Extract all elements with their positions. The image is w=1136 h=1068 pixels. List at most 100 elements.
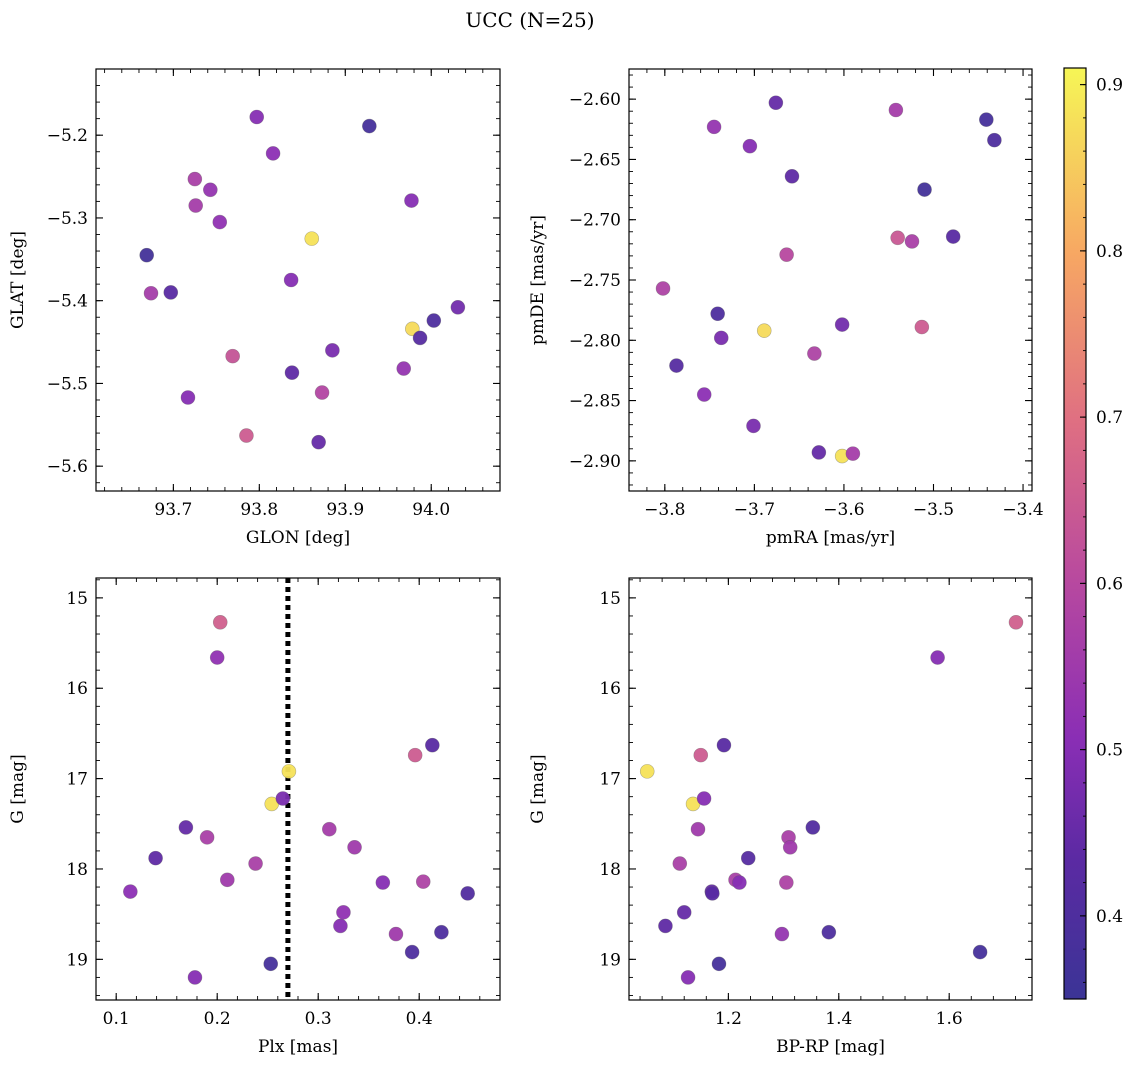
data-point — [845, 446, 861, 461]
x-tick-label: 0.3 — [305, 1009, 332, 1029]
colorbar-tick-label: 0.5 — [1096, 741, 1123, 761]
panel-pm: −3.8 −3.7 −3.6 −3.5 −3.4 −2.60 −2.65 −2.70 −2.75… — [528, 68, 1044, 548]
data-point — [680, 970, 696, 985]
data-point — [333, 918, 348, 934]
y-tick-label: −5.2 — [47, 126, 88, 146]
data-point — [945, 229, 961, 244]
data-point — [178, 820, 194, 835]
data-point — [209, 650, 225, 665]
colorbar-tick-label: 0.7 — [1096, 408, 1123, 428]
data-point — [123, 884, 138, 899]
data-point — [325, 343, 340, 358]
data-point — [746, 418, 761, 434]
data-point — [249, 109, 265, 125]
data-point — [284, 365, 300, 380]
data-point — [987, 132, 1002, 148]
panel-glon_glat: 93.7 93.8 93.9 94.0 −5.2 −5.3 −5.4 −5.5 −5.6 GLON… — [8, 68, 501, 548]
data-point — [658, 918, 673, 934]
colorbar-tick-label: 0.9 — [1096, 76, 1123, 96]
y-tick-label: −2.85 — [569, 392, 621, 412]
colorbar: 0.4 0.5 0.6 0.7 0.8 0.9 — [1063, 67, 1123, 1000]
colorbar-gradient — [1063, 67, 1087, 1000]
data-point — [425, 737, 440, 753]
x-tick-label: −3.7 — [734, 500, 775, 520]
x-tick-label: 0.1 — [103, 1009, 130, 1029]
colorbar-tick-label: 0.6 — [1096, 574, 1123, 594]
data-point — [779, 247, 794, 262]
data-point — [639, 764, 655, 779]
colorbar-tick-label: 0.8 — [1096, 242, 1123, 262]
y-tick-label: −2.75 — [569, 271, 621, 291]
y-tick-label: 19 — [66, 950, 88, 970]
data-point — [163, 285, 179, 300]
figure-title: UCC (N=25) — [465, 8, 595, 32]
data-point — [914, 319, 930, 335]
data-point — [148, 850, 163, 866]
data-point — [693, 747, 709, 763]
x-axis-label: GLON [deg] — [246, 528, 350, 548]
data-point — [1008, 614, 1024, 630]
data-point — [362, 118, 377, 134]
panel-cmd: 1.2 1.4 1.6 15 16 17 18 19 BP-RP [mag] G [mag] — [528, 577, 1033, 1057]
y-tick-label: −5.5 — [47, 374, 88, 394]
data-point — [460, 886, 475, 901]
data-point — [807, 346, 822, 361]
data-point — [890, 230, 905, 246]
x-axis-label: pmRA [mas/yr] — [766, 528, 895, 548]
y-tick-label: 16 — [599, 679, 621, 699]
y-tick-label: 17 — [599, 770, 621, 790]
x-tick-label: 93.7 — [154, 500, 192, 520]
data-point — [143, 285, 159, 301]
y-tick-label: −2.60 — [569, 90, 621, 110]
data-point — [705, 886, 720, 901]
data-point — [188, 198, 204, 213]
y-tick-label: 15 — [599, 589, 621, 609]
data-point — [199, 830, 215, 845]
data-point — [706, 119, 722, 135]
data-point — [821, 924, 837, 940]
data-point — [180, 390, 196, 405]
data-point — [805, 820, 821, 835]
data-point — [304, 231, 320, 246]
data-point — [434, 924, 449, 940]
y-tick-label: −5.4 — [47, 292, 88, 312]
data-point — [732, 875, 747, 890]
x-tick-label: −3.8 — [644, 500, 685, 520]
data-point — [690, 821, 706, 837]
data-point — [426, 313, 442, 328]
data-point — [888, 102, 904, 118]
y-tick-label: −2.80 — [569, 331, 621, 351]
data-point — [415, 874, 431, 889]
y-tick-label: 16 — [66, 679, 88, 699]
x-axis-label: BP-RP [mag] — [776, 1037, 885, 1057]
data-point — [412, 330, 428, 346]
data-point — [450, 300, 466, 315]
data-point — [281, 764, 297, 779]
data-point — [713, 330, 729, 346]
data-point — [672, 856, 688, 871]
y-axis-label: GLAT [deg] — [8, 231, 28, 329]
y-tick-label: 17 — [66, 770, 88, 790]
data-point — [774, 926, 790, 942]
data-point — [917, 182, 932, 197]
data-point — [388, 926, 404, 942]
data-point — [375, 875, 391, 890]
data-point — [407, 747, 423, 763]
y-axis-label: G [mag] — [8, 754, 28, 823]
x-tick-label: 1.2 — [715, 1009, 742, 1029]
data-point — [768, 95, 784, 111]
data-point — [187, 970, 203, 985]
data-point — [972, 944, 988, 960]
data-point — [283, 272, 299, 288]
data-point — [314, 385, 330, 400]
x-tick-label: 0.2 — [204, 1009, 231, 1029]
data-point — [336, 905, 351, 920]
data-point — [756, 323, 772, 338]
y-axis-label: pmDE [mas/yr] — [528, 215, 548, 345]
data-point — [275, 791, 291, 806]
data-point — [139, 247, 155, 263]
data-point — [811, 445, 827, 460]
data-point — [203, 182, 218, 198]
y-axis-label: G [mag] — [528, 754, 548, 823]
